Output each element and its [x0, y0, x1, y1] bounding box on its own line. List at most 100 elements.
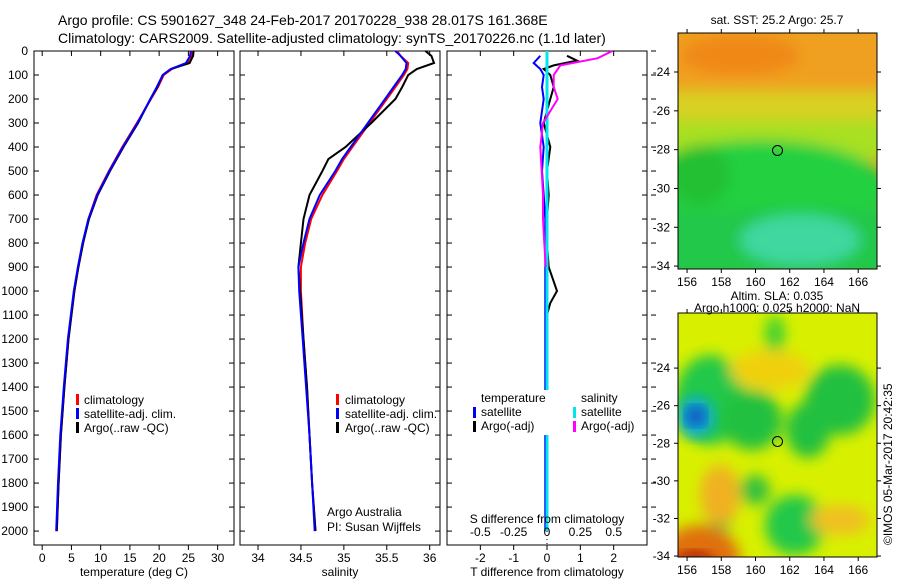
- y-tick-label: 500: [8, 164, 28, 178]
- legend-swatch: [76, 422, 79, 433]
- y-tick-label: 1700: [1, 452, 28, 466]
- map-y-tick-label: -26: [653, 399, 671, 413]
- s-tick-label: -0.5: [470, 525, 491, 539]
- map-x-tick-label: 162: [780, 275, 800, 289]
- footer-timestamp: ©IMOS 05-Mar-2017 20:42:35: [881, 383, 895, 545]
- legend-swatch: [573, 407, 576, 418]
- legend-swatch: [76, 408, 79, 419]
- map-x-tick-label: 164: [814, 563, 834, 577]
- legend-label: Argo(..raw -QC): [345, 421, 430, 435]
- y-tick-label: 1400: [1, 380, 28, 394]
- map-x-tick-label: 158: [711, 275, 731, 289]
- map-x-tick-label: 160: [745, 275, 765, 289]
- annotation-line: Argo Australia: [327, 505, 402, 519]
- legend-label: climatology: [345, 393, 405, 407]
- x-tick-label: 10: [94, 551, 108, 565]
- series-line-s-argo: [539, 50, 613, 268]
- s-tick-label: 0: [544, 525, 551, 539]
- series-line-satellite-adj-clim-: [55, 50, 192, 532]
- sla-map-title-line1: Altim. SLA: 0.035: [731, 289, 824, 303]
- x-tick-label: 35.5: [375, 551, 399, 565]
- legend-label: Argo(-adj): [481, 419, 534, 433]
- y-tick-label: 600: [8, 188, 28, 202]
- legend-swatch: [336, 422, 339, 433]
- y-tick-label: 300: [8, 116, 28, 130]
- series-line-argo: [55, 50, 195, 532]
- legend-label: satellite: [581, 405, 622, 419]
- series-line-t-satellite: [532, 55, 547, 532]
- s-axis-label: S difference from climatology: [470, 512, 625, 526]
- x-axis-label: temperature (deg C): [80, 565, 188, 579]
- legend-swatch: [573, 421, 576, 432]
- y-tick-label: 0: [21, 44, 28, 58]
- figure-title-line2: Climatology: CARS2009. Satellite-adjuste…: [58, 30, 606, 46]
- figure-title-line1: Argo profile: CS 5901627_348 24-Feb-2017…: [58, 12, 548, 28]
- series-line-t-argo: [541, 54, 581, 532]
- legend-swatch: [336, 408, 339, 419]
- y-tick-label: 1300: [1, 356, 28, 370]
- x-tick-label: 34: [251, 551, 265, 565]
- legend-swatch: [76, 394, 79, 405]
- map-x-tick-label: 160: [745, 563, 765, 577]
- legend-label: satellite-adj. clim.: [84, 407, 176, 421]
- map-y-tick-label: -28: [653, 436, 671, 450]
- series-line-satellite-adj-clim-: [297, 50, 408, 532]
- x-tick-label: 5: [68, 551, 75, 565]
- series-line-climatology: [299, 50, 410, 532]
- x-tick-label: -1: [508, 551, 519, 565]
- x-tick-label: 30: [211, 551, 225, 565]
- legend-label: climatology: [84, 393, 144, 407]
- legend-swatch: [473, 407, 476, 418]
- y-tick-label: 100: [8, 68, 28, 82]
- map-y-tick-label: -24: [653, 361, 671, 375]
- sst-map-title: sat. SST: 25.2 Argo: 25.7: [711, 13, 844, 27]
- y-tick-label: 700: [8, 212, 28, 226]
- s-tick-label: 0.25: [569, 525, 593, 539]
- float-position-marker: [772, 436, 783, 447]
- map-x-tick-label: 156: [677, 563, 697, 577]
- map-x-tick-label: 162: [780, 563, 800, 577]
- annotation-line: PI: Susan Wijffels: [327, 520, 421, 534]
- map-x-tick-label: 158: [711, 563, 731, 577]
- sst-map-frame: [677, 32, 878, 270]
- x-tick-label: 34.5: [289, 551, 313, 565]
- y-tick-label: 800: [8, 236, 28, 250]
- map-x-tick-label: 166: [848, 563, 868, 577]
- y-tick-label: 1600: [1, 428, 28, 442]
- legend-swatch: [473, 421, 476, 432]
- legend-label: satellite-adj. clim.: [345, 407, 437, 421]
- s-tick-label: -0.25: [500, 525, 528, 539]
- map-x-tick-label: 164: [814, 275, 834, 289]
- map-y-tick-label: -30: [653, 181, 671, 195]
- sla-map-title-line2: Argo h1000: 0.025 h2000: NaN: [694, 301, 860, 315]
- x-axis-label: salinity: [322, 565, 359, 579]
- float-position-marker: [772, 145, 783, 156]
- map-y-tick-label: -30: [653, 474, 671, 488]
- map-y-tick-label: -24: [653, 65, 671, 79]
- panel-frame-temperature: [33, 50, 235, 546]
- map-y-tick-label: -34: [653, 259, 671, 273]
- x-tick-label: -2: [475, 551, 486, 565]
- map-y-tick-label: -32: [653, 220, 671, 234]
- y-tick-label: 1800: [1, 476, 28, 490]
- y-tick-label: 400: [8, 140, 28, 154]
- y-tick-label: 1100: [2, 308, 28, 322]
- x-tick-label: 20: [152, 551, 166, 565]
- x-tick-label: 2: [610, 551, 617, 565]
- legend-background: [481, 390, 601, 435]
- sst-map: [678, 33, 877, 269]
- panel-frame-salinity: [239, 50, 441, 546]
- map-y-tick-label: -32: [653, 511, 671, 525]
- series-line-argo: [297, 50, 436, 532]
- map-y-tick-label: -26: [653, 104, 671, 118]
- series-line-climatology: [55, 50, 193, 532]
- y-tick-label: 1000: [1, 284, 28, 298]
- s-tick-label: 0.5: [605, 525, 622, 539]
- x-tick-label: 1: [577, 551, 584, 565]
- legend-title-salinity: salinity: [581, 391, 618, 405]
- sla-map-frame: [677, 312, 878, 558]
- legend-label: Argo(..raw -QC): [84, 421, 169, 435]
- legend-title-temperature: temperature: [481, 391, 546, 405]
- x-tick-label: 15: [123, 551, 137, 565]
